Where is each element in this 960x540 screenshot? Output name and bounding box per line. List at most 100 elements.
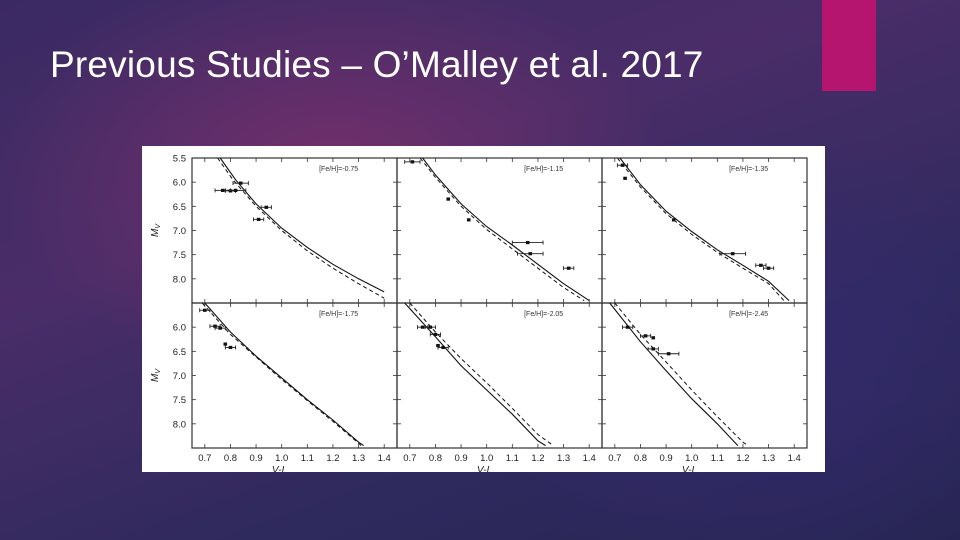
- x-tick-label: 0.9: [659, 453, 672, 464]
- metallicity-label: [Fe/H]=-1.15: [524, 166, 563, 173]
- y-axis-title: MV: [150, 368, 162, 382]
- x-tick-label: 1.4: [788, 453, 801, 464]
- isochrone-solid-line: [204, 302, 365, 447]
- x-tick-label: 0.9: [249, 453, 262, 464]
- data-point: [730, 252, 735, 256]
- x-axis-title: V-I: [682, 465, 695, 472]
- y-tick-label: 7.5: [173, 250, 186, 261]
- x-tick-label: 0.8: [429, 453, 442, 464]
- x-tick-label: 1.3: [352, 453, 365, 464]
- y-tick-label: 5.5: [173, 154, 186, 165]
- x-tick-label: 1.4: [378, 453, 391, 464]
- cmd-chart: [Fe/H]=-0.755.56.06.57.07.58.0MV[Fe/H]=-…: [150, 154, 808, 472]
- isochrone-solid-line: [219, 157, 385, 293]
- data-point: [203, 308, 207, 312]
- x-axis-title: V-I: [272, 465, 285, 472]
- cmd-panel: [Fe/H]=-1.75 6.0 6.5 7.0 7.5 8.0 MV 0.7 0.8 0.9 1.…: [150, 302, 398, 472]
- x-tick-label: 1.1: [711, 453, 724, 464]
- panel-frame: [191, 157, 398, 304]
- data-point: [428, 325, 433, 329]
- isochrone-solid-line: [609, 302, 739, 446]
- x-tick-label: 1.3: [762, 453, 775, 464]
- data-point: [643, 334, 648, 338]
- panel-frame: [601, 157, 808, 304]
- isochrone-dashed-line: [217, 157, 385, 299]
- data-point: [256, 217, 261, 221]
- data-point: [446, 197, 451, 201]
- x-tick-label: 0.7: [403, 453, 416, 464]
- data-point: [528, 252, 533, 256]
- x-tick-label: 1.0: [275, 453, 288, 464]
- metallicity-label: [Fe/H]=-2.45: [729, 311, 768, 318]
- data-point: [625, 325, 630, 329]
- x-tick-label: 1.3: [557, 453, 570, 464]
- metallicity-label: [Fe/H]=-1.75: [319, 311, 358, 318]
- metallicity-label: [Fe/H]=-0.75: [319, 166, 358, 173]
- data-point: [220, 188, 225, 192]
- cmd-panel: [Fe/H]=-2.45 0.7 0.8 0.9 1.0 1.1 1.2 1.3 1.4 V-I: [601, 302, 808, 472]
- data-point: [264, 205, 269, 209]
- x-tick-label: 1.0: [685, 453, 698, 464]
- data-point: [651, 336, 656, 340]
- x-tick-label: 1.2: [736, 453, 749, 464]
- data-point: [238, 181, 243, 185]
- cmd-panel: [Fe/H]=-2.05 0.7 0.8 0.9 1.0 1.1 1.2 1.3 1.4 V-I: [396, 302, 603, 472]
- panel-frame: [396, 157, 603, 304]
- y-tick-label: 6.5: [173, 347, 186, 358]
- data-point: [410, 160, 415, 164]
- data-point: [759, 263, 763, 267]
- isochrone-dashed-line: [617, 157, 785, 301]
- cmd-panel: [Fe/H]=-1.35: [601, 157, 808, 304]
- data-point: [441, 345, 445, 350]
- panel-frame: [396, 302, 603, 449]
- y-tick-label: 6.0: [173, 178, 186, 189]
- data-point: [420, 325, 425, 329]
- x-tick-label: 1.2: [326, 453, 339, 464]
- data-point: [228, 345, 233, 350]
- x-tick-label: 0.9: [454, 453, 467, 464]
- cmd-panel: [Fe/H]=-0.75 5.5 6.0 6.5 7.0 7.5 8.0 MV: [150, 154, 398, 304]
- y-tick-label: 7.0: [173, 371, 186, 382]
- cmd-panel: [Fe/H]=-1.15: [396, 157, 603, 304]
- slide-title: Previous Studies – O’Malley et al. 2017: [50, 44, 704, 85]
- metallicity-label: [Fe/H]=-2.05: [524, 311, 563, 318]
- accent-bar: [822, 0, 876, 91]
- data-point: [651, 347, 656, 351]
- x-tick-label: 1.2: [531, 453, 544, 464]
- data-point: [525, 240, 530, 245]
- data-point: [566, 266, 571, 270]
- isochrone-dashed-line: [201, 302, 362, 446]
- data-point: [218, 326, 222, 330]
- cmd-figure: [Fe/H]=-0.75 5.5 6.0 6.5 7.0 7.5 8.0 MV [Fe/H]=-…: [142, 146, 825, 472]
- data-point: [233, 188, 238, 192]
- x-tick-label: 1.0: [480, 453, 493, 464]
- x-tick-label: 0.7: [608, 453, 621, 464]
- x-tick-label: 1.1: [506, 453, 519, 464]
- data-point: [223, 342, 228, 346]
- data-point: [623, 176, 627, 180]
- data-point: [620, 163, 625, 167]
- data-point: [666, 352, 671, 356]
- y-tick-label: 7.5: [173, 395, 186, 406]
- data-point: [671, 218, 676, 222]
- x-tick-label: 1.4: [583, 453, 596, 464]
- y-tick-label: 6.0: [173, 323, 186, 334]
- y-tick-label: 6.5: [173, 202, 186, 213]
- isochrone-solid-line: [404, 302, 546, 447]
- data-point: [228, 189, 233, 193]
- isochrone-dashed-line: [614, 302, 749, 447]
- isochrone-dashed-line: [419, 157, 585, 302]
- isochrone-solid-line: [619, 157, 790, 302]
- metallicity-label: [Fe/H]=-1.35: [729, 166, 768, 173]
- x-tick-label: 1.1: [301, 453, 314, 464]
- y-axis-title: MV: [150, 223, 162, 237]
- y-tick-label: 7.0: [173, 226, 186, 237]
- isochrone-solid-line: [422, 157, 590, 302]
- isochrone-dashed-line: [409, 302, 554, 447]
- x-axis-title: V-I: [477, 465, 490, 472]
- panel-frame: [191, 302, 398, 449]
- x-tick-label: 0.8: [634, 453, 647, 464]
- x-tick-label: 0.8: [224, 453, 237, 464]
- data-point: [466, 218, 471, 222]
- data-point: [433, 332, 438, 337]
